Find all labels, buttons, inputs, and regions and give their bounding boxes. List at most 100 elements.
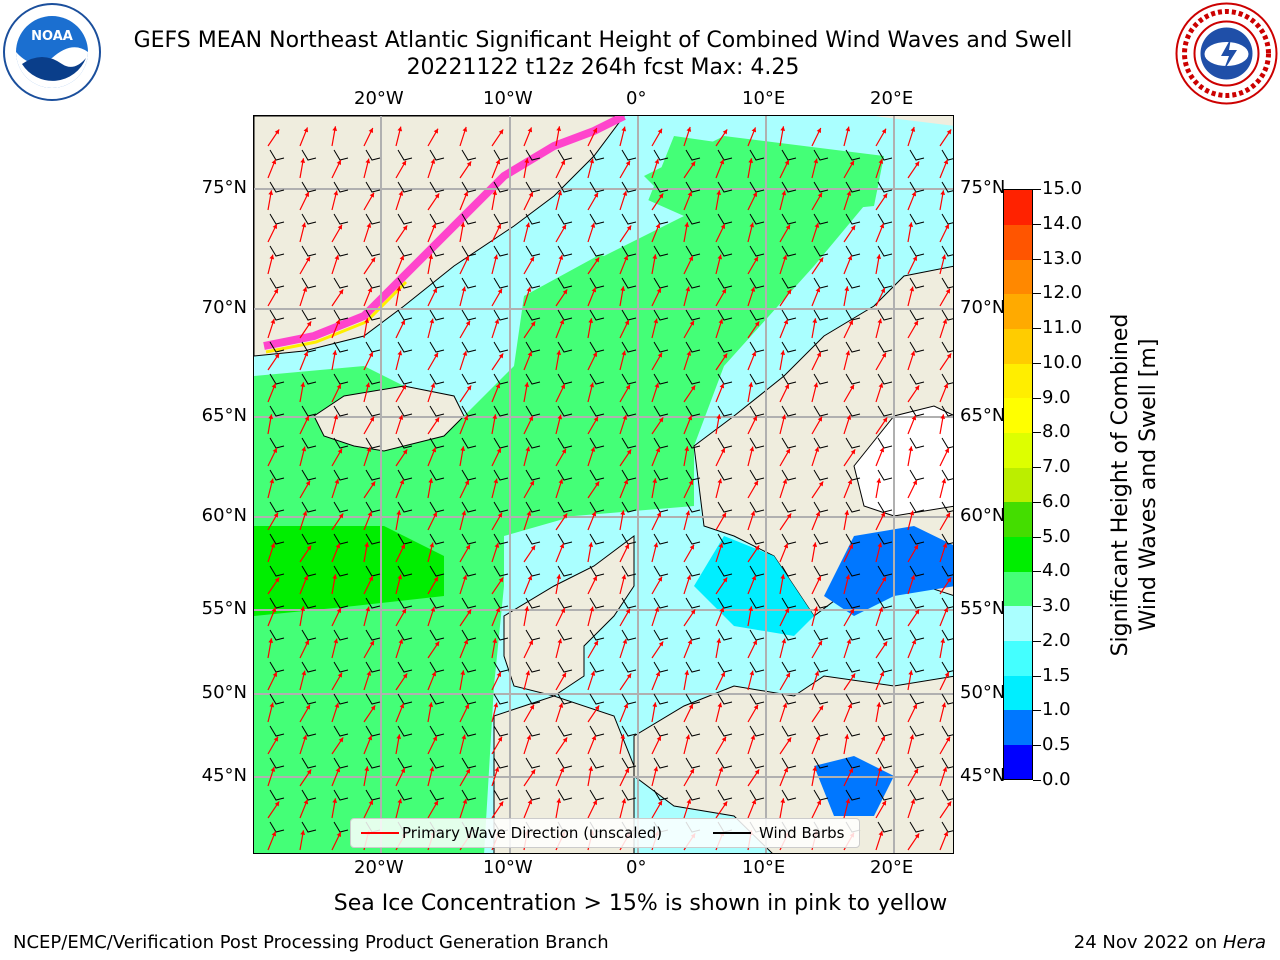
wind-barb (269, 181, 285, 193)
wind-barb (269, 757, 285, 769)
wind-barb (685, 597, 701, 609)
wave-direction-arrowhead (365, 158, 371, 164)
wave-direction-arrowhead (878, 382, 884, 388)
wind-barb (301, 565, 317, 577)
wave-direction-arrowhead (272, 448, 277, 454)
wave-direction-arrowhead (433, 576, 438, 582)
wave-direction-arrowhead (782, 478, 788, 484)
wave-direction-arrowhead (590, 222, 596, 228)
wave-direction-arrowhead (270, 766, 276, 772)
wave-direction-arrowhead (588, 542, 594, 548)
lon-label-bottom: 20°W (354, 857, 404, 878)
wind-barb (717, 181, 733, 193)
wind-barb (269, 789, 285, 801)
wave-direction-arrowhead (621, 350, 627, 356)
wave-direction-arrowhead (687, 191, 693, 197)
wind-barb (909, 277, 925, 289)
wave-direction-arrowhead (332, 126, 338, 132)
wave-direction-arrowhead (301, 670, 307, 676)
wave-direction-arrowhead (783, 543, 789, 549)
wind-barb (301, 341, 317, 353)
wave-direction-arrowhead (720, 672, 725, 678)
wave-direction-arrowhead (880, 736, 885, 742)
wave-direction-arrowhead (816, 576, 821, 582)
wave-direction-arrowhead (850, 225, 856, 231)
wind-barb (877, 629, 893, 641)
wave-direction-arrowhead (781, 638, 787, 644)
wind-barb (461, 789, 477, 801)
wave-direction-arrowhead (750, 286, 756, 292)
wind-barb (941, 309, 953, 321)
wave-direction-arrowhead (530, 545, 536, 551)
wind-barb (397, 597, 413, 609)
colorbar-bin (1004, 571, 1032, 607)
wind-barb (333, 789, 349, 801)
wind-barb (365, 661, 381, 673)
wave-direction-arrowhead (911, 191, 917, 197)
wave-direction-arrowhead (750, 510, 756, 516)
wind-barb-legend-label: Wind Barbs (759, 824, 845, 842)
wave-direction-arrowhead (367, 511, 373, 517)
wind-barb (557, 533, 573, 545)
footer-host: Hera (1222, 932, 1266, 953)
wind-barb (653, 565, 669, 577)
wave-direction-arrowhead (912, 480, 917, 486)
wind-barb (781, 469, 797, 481)
wind-barb (941, 437, 953, 449)
wind-barb (717, 533, 733, 545)
wind-barb (397, 469, 413, 481)
wave-direction-arrowhead (812, 318, 818, 324)
wind-barb (429, 565, 445, 577)
wave-direction-arrowhead (492, 638, 498, 644)
wind-barb (333, 149, 349, 161)
wind-barb (589, 565, 605, 577)
wind-barb (397, 661, 413, 673)
colorbar-tick-mark (1033, 780, 1041, 781)
wind-barb (397, 789, 413, 801)
wind-barb (845, 469, 861, 481)
wave-direction-arrowhead (914, 161, 920, 167)
wind-barb (429, 373, 445, 385)
wind-barb (621, 597, 637, 609)
wind-barb (845, 341, 861, 353)
wind-barb (717, 245, 733, 257)
wave-direction-arrowhead (944, 224, 949, 230)
wave-direction-arrowhead (333, 638, 339, 644)
wind-barb (461, 341, 477, 353)
wave-direction-arrowhead (882, 417, 888, 423)
wave-direction-arrowhead (782, 702, 788, 708)
wind-barb (333, 693, 349, 705)
wind-barb (717, 661, 733, 673)
wave-direction-arrowhead (876, 254, 882, 260)
wind-barb (845, 309, 861, 321)
wind-barb (493, 245, 509, 257)
wind-barb (429, 597, 445, 609)
wave-direction-arrowhead (556, 350, 562, 356)
wind-barb (909, 693, 925, 705)
wave-direction-arrowhead (689, 544, 694, 550)
wind-barb (813, 757, 829, 769)
wind-barb (461, 277, 477, 289)
wind-barb (557, 501, 573, 513)
wave-direction-arrowhead (492, 414, 498, 420)
wind-barb (685, 661, 701, 673)
wave-direction-arrowhead (876, 478, 882, 484)
wave-direction-arrowhead (397, 574, 403, 580)
wave-direction-arrowhead (882, 641, 888, 647)
wave-direction-arrowhead (268, 638, 274, 644)
wind-barb (813, 501, 829, 513)
wind-barb (749, 725, 765, 737)
wind-barb (493, 565, 509, 577)
wave-direction-arrowhead (620, 510, 626, 516)
wave-direction-arrowhead (526, 286, 532, 292)
lat-label-right: 60°N (960, 505, 1006, 526)
wave-direction-arrowhead (686, 126, 692, 132)
wave-direction-arrowhead (366, 670, 372, 676)
wave-direction-arrowhead (816, 800, 821, 806)
wind-barb (301, 149, 317, 161)
wave-direction-arrowhead (752, 416, 757, 422)
wind-barb (365, 693, 381, 705)
wind-barb (461, 757, 477, 769)
wind-barb (397, 245, 413, 257)
wind-barb (813, 277, 829, 289)
